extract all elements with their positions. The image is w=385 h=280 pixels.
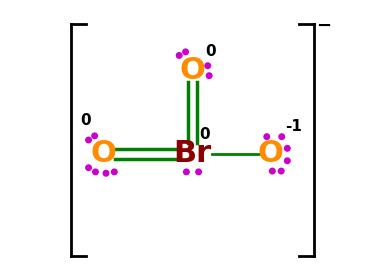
Circle shape xyxy=(86,137,91,143)
Text: 0: 0 xyxy=(205,44,216,59)
Circle shape xyxy=(183,49,188,55)
Text: O: O xyxy=(179,56,206,85)
Circle shape xyxy=(278,168,284,174)
Circle shape xyxy=(93,169,98,175)
Text: Br: Br xyxy=(173,139,212,168)
Circle shape xyxy=(285,158,290,164)
Text: O: O xyxy=(257,139,283,168)
Text: -1: -1 xyxy=(285,119,302,134)
Circle shape xyxy=(206,73,212,78)
Circle shape xyxy=(103,171,109,176)
Circle shape xyxy=(279,134,285,139)
Text: −: − xyxy=(316,17,332,35)
Circle shape xyxy=(184,169,189,175)
Circle shape xyxy=(270,168,275,174)
Circle shape xyxy=(176,53,182,58)
Circle shape xyxy=(92,133,97,139)
Circle shape xyxy=(285,146,290,151)
Circle shape xyxy=(205,63,211,69)
Circle shape xyxy=(112,169,117,175)
Circle shape xyxy=(196,169,201,175)
Text: 0: 0 xyxy=(200,127,210,142)
Text: O: O xyxy=(91,139,117,168)
Circle shape xyxy=(264,134,270,139)
Text: 0: 0 xyxy=(80,113,91,128)
Circle shape xyxy=(86,165,91,171)
